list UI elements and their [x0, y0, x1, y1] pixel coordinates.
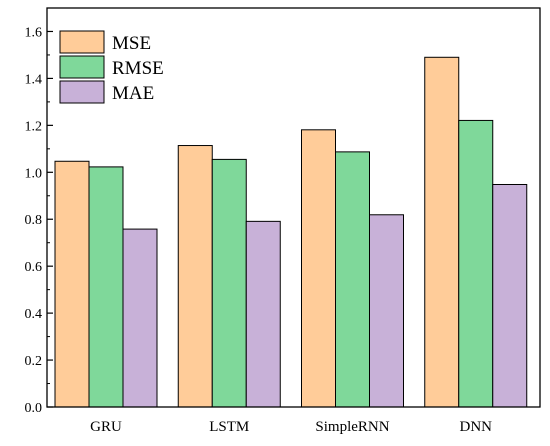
x-tick-label: SimpleRNN [315, 419, 389, 435]
y-tick-label: 1.0 [25, 166, 43, 181]
y-tick-label: 1.2 [25, 119, 43, 134]
bar-mse-simplernn [301, 129, 336, 408]
bars [54, 56, 528, 408]
y-axis: 0.0 0.2 0.4 0.6 0.8 1.0 1.2 1.4 1.6 [25, 25, 53, 416]
bar-rmse-lstm [211, 158, 247, 408]
bar-rmse-dnn [458, 119, 494, 408]
legend-label-mse: MSE [112, 33, 151, 54]
y-tick-label: 0.0 [25, 401, 43, 416]
legend-swatch-mae [59, 80, 105, 104]
bar-mae-simplernn [369, 214, 404, 408]
bar-mae-gru [122, 228, 158, 408]
y-tick-label: 0.2 [25, 354, 43, 369]
x-tick-label: GRU [90, 419, 122, 435]
bar-mae-dnn [492, 183, 528, 408]
legend-swatch-mse [59, 30, 105, 54]
y-tick-label: 1.4 [25, 72, 43, 87]
bar-mse-gru [54, 160, 90, 408]
bar-rmse-gru [88, 166, 124, 408]
y-tick-label: 1.6 [25, 25, 43, 40]
bar-mae-lstm [245, 220, 281, 408]
legend-swatch-rmse [59, 55, 105, 79]
x-tick-label: LSTM [209, 419, 249, 435]
y-tick-label: 0.4 [25, 307, 43, 322]
y-tick-label: 0.8 [25, 213, 43, 228]
legend-label-mae: MAE [112, 83, 154, 104]
y-tick-label: 0.6 [25, 260, 43, 275]
bar-mse-dnn [424, 56, 460, 408]
legend-label-rmse: RMSE [112, 58, 164, 79]
legend: MSE RMSE MAE [59, 30, 164, 104]
plot-frame [46, 7, 541, 408]
bar-rmse-simplernn [335, 151, 370, 408]
x-tick-label: DNN [460, 419, 493, 435]
bar-mse-lstm [177, 145, 213, 408]
